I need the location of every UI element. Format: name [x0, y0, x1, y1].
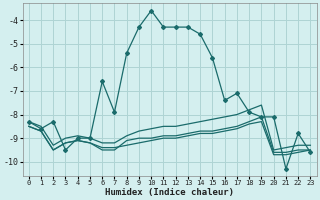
X-axis label: Humidex (Indice chaleur): Humidex (Indice chaleur) — [105, 188, 234, 197]
